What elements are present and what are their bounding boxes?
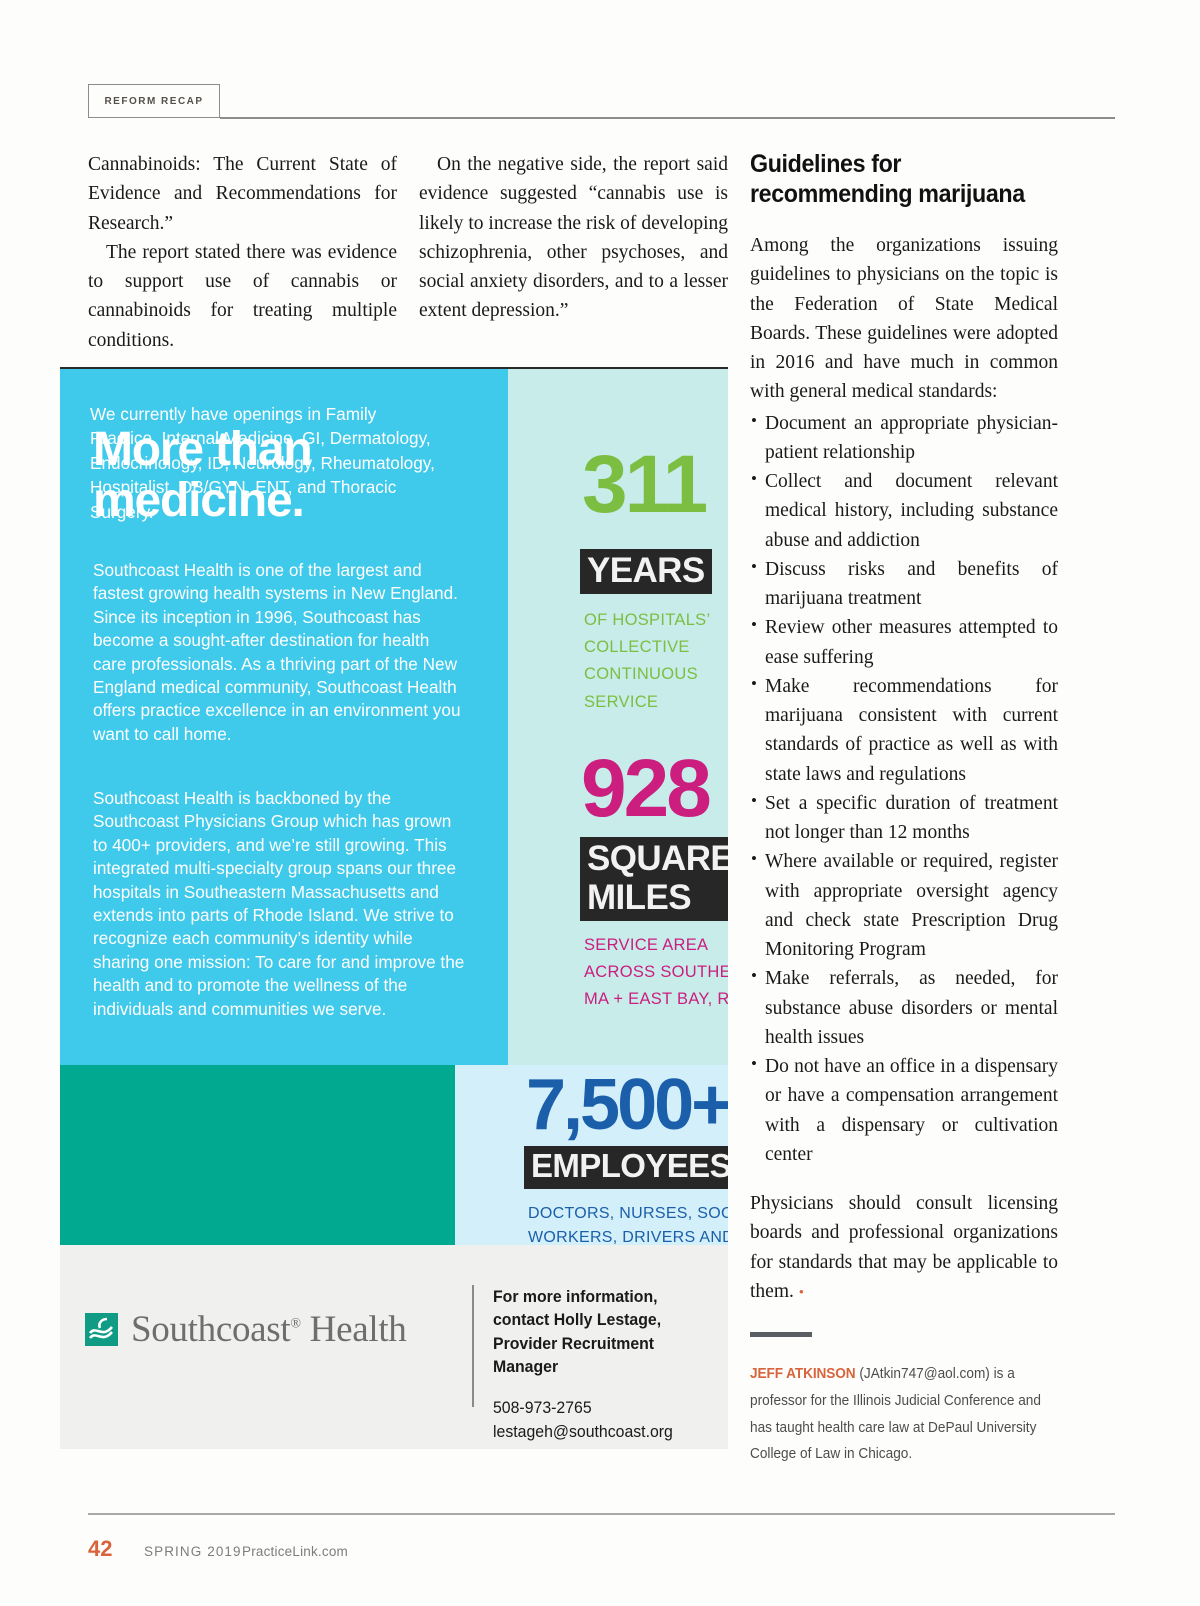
bullet-icon: • [751,790,757,810]
list-item-text: Where available or required, register wi… [765,851,1058,960]
contact-line-2: contact Holly Lestage, [493,1311,662,1330]
article-column-3: Guidelines for recommending marijuana Am… [750,150,1058,1468]
list-item-text: Review other measures attempted to ease … [765,617,1058,668]
kicker-divider-rule [220,117,1115,119]
southcoast-wave-icon [85,1313,118,1346]
bullet-icon: • [751,1054,757,1073]
article-paragraph: On the negative side, the report said ev… [419,154,728,322]
ad-openings-text: We currently have openings in Family Pra… [90,404,435,522]
list-item: • Discuss risks and benefits of marijuana… [750,555,1058,614]
ad-top-rule [60,367,728,369]
stat-tag-employees: EMPLOYEES [524,1146,728,1189]
registered-mark: ® [290,1316,301,1332]
ad-contact-block: For more information, contact Holly Lest… [493,1286,728,1445]
contact-phone[interactable]: 508-973-2765 [493,1398,592,1417]
list-item: • Do not have an office in a dispensary o… [750,1052,1058,1169]
list-item-text: Make recommendations for marijuana consi… [765,675,1058,785]
guidelines-intro-paragraph: Among the organizations issuing guidelin… [750,235,1058,403]
list-item: • Where available or required, register w… [750,847,1058,964]
list-item: • Review other measures attempted to ease… [750,613,1058,672]
list-item: • Collect and document relevant medical h… [750,467,1058,555]
bullet-icon: • [751,469,757,488]
advertisement-block: More than medicine. Southcoast Health is… [60,367,728,1449]
bullet-icon: • [751,966,757,986]
ad-paragraph-2: Southcoast Health is backboned by the So… [93,788,465,1019]
guidelines-heading: Guidelines for recommending marijuana [750,150,1025,208]
author-name: JEFF ATKINSON [750,1366,856,1382]
stat-tag-928: SQUARE MILES [580,837,728,922]
article-column-2: On the negative side, the report said ev… [419,150,728,326]
contact-line-3: Provider Recruitment Manager [493,1334,655,1377]
ad-headline: More than medicine. [93,423,313,527]
page-number: 42 [88,1536,113,1561]
list-item-text: Document an appropriate physician-patien… [765,412,1058,463]
contact-details: 508-973-2765 lestageh@southcoast.org [493,1396,719,1446]
contact-email[interactable]: lestageh@southcoast.org [493,1423,673,1442]
author-byline: JEFF ATKINSON (JAtkin747@aol.com) is a p… [750,1361,1057,1468]
stat-number-928: 928 [581,743,712,834]
stat-number-employees: 7,500+ [526,1065,728,1145]
southcoast-logo[interactable]: Southcoast® Health [85,1308,407,1351]
stat-number-311: 311 [582,439,708,530]
ad-paragraph-1: Southcoast Health is one of the largest … [93,560,461,744]
guidelines-list: • Document an appropriate physician-patie… [750,409,1058,1170]
bullet-icon: • [751,410,757,430]
stat-caption-928: SERVICE AREA ACROSS SOUTHERN MA + EAST B… [584,936,728,1009]
contact-line-1: For more information, [493,1288,658,1306]
list-item: • Document an appropriate physician-patie… [750,409,1058,468]
article-column-1: Cannabinoids: The Current State of Evide… [88,150,397,355]
article-paragraph: The report stated there was evidence to … [88,241,397,351]
section-kicker-label: REFORM RECAP [104,95,204,107]
bullet-icon: • [751,849,757,869]
logo-brand: Southcoast [131,1309,291,1350]
list-item: • Set a specific duration of treatment no… [750,789,1058,848]
issue-label: SPRING 2019 [144,1544,242,1559]
ad-footer-divider [472,1285,474,1407]
list-item: • Make recommendations for marijuana cons… [750,672,1058,789]
publisher-site: PracticeLink.com [242,1544,348,1559]
ad-cyan-panel [60,369,508,1065]
ad-openings-panel [60,1065,455,1245]
southcoast-logo-text: Southcoast® Health [131,1308,407,1351]
author-bio: (JAtkin747@aol.com) is a professor for t… [750,1366,1041,1463]
page-footer: 42 SPRING 2019 PracticeLink.com [88,1536,348,1562]
contact-heading: For more information, contact Holly Lest… [493,1286,719,1380]
page-footer-rule [88,1513,1115,1515]
ad-footer-bar: Southcoast® Health For more information,… [60,1245,728,1449]
bullet-icon: • [751,615,757,635]
list-item-text: Collect and document relevant medical hi… [765,471,1058,551]
section-kicker-box: REFORM RECAP [88,84,220,118]
article-paragraph: Cannabinoids: The Current State of Evide… [88,154,397,234]
stat-caption-311: OF HOSPITALS’ COLLECTIVE CONTINUOUS SERV… [584,611,710,711]
byline-divider-rule [750,1332,812,1337]
list-item-text: Set a specific duration of treatment not… [765,792,1058,843]
stat-tag-311: YEARS [580,549,712,595]
ad-stats-panel [508,369,728,1065]
bullet-icon: • [751,673,757,693]
list-item-text: Do not have an office in a dispensary or… [765,1056,1058,1165]
logo-suffix: Health [300,1309,407,1350]
end-of-article-mark: • [798,1284,805,1301]
list-item: • Make referrals, as needed, for substanc… [750,964,1058,1052]
closing-text: Physicians should consult licensing boar… [750,1193,1058,1302]
bullet-icon: • [751,556,757,576]
closing-paragraph: Physicians should consult licensing boar… [750,1189,1058,1306]
list-item-text: Discuss risks and benefits of marijuana … [765,558,1058,609]
list-item-text: Make referrals, as needed, for substance… [765,968,1058,1048]
